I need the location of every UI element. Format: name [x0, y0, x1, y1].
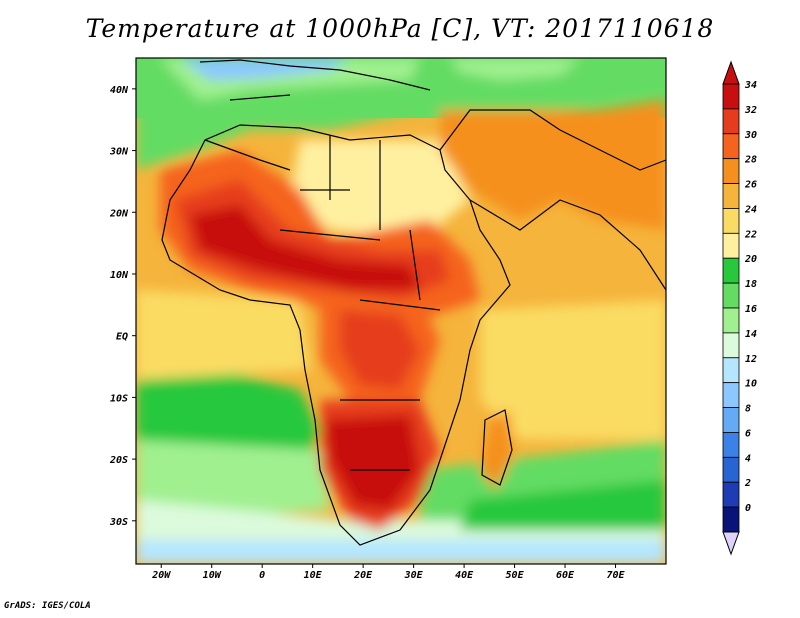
colorbar-swatch: [722, 332, 740, 359]
colorbar-label: 26: [744, 180, 757, 191]
colorbar-label: 20: [744, 254, 757, 265]
colorbar-swatch: [722, 506, 740, 533]
lon-tick-label: 10E: [304, 570, 323, 581]
longitude-axis: 20W 10W 0 10E 20E 30E 40E 50E 60E 70E: [151, 564, 626, 581]
lon-tick-label: 0: [259, 570, 265, 581]
lat-tick-label: 30S: [109, 517, 128, 528]
lat-tick-label: 20S: [109, 455, 128, 466]
colorbar-label: 12: [745, 354, 757, 365]
lat-tick-label: 40N: [110, 85, 129, 96]
lon-tick-label: 70E: [606, 570, 625, 581]
colorbar-label: 8: [745, 404, 751, 415]
colorbar-swatch: [722, 307, 740, 334]
colorbar-swatch: [722, 83, 740, 110]
colorbar-label: 28: [744, 155, 757, 166]
colorbar-label: 14: [745, 329, 757, 340]
colorbar-top-arrow: [722, 60, 740, 85]
lat-tick-label: 30N: [109, 147, 129, 158]
temperature-field: [136, 58, 666, 564]
colorbar-label: 32: [744, 105, 757, 116]
lat-tick-label: 10N: [110, 270, 129, 281]
grads-credit: GrADS: IGES/COLA: [4, 601, 91, 611]
colorbar-swatch: [722, 108, 740, 135]
latitude-axis: 40N 30N 20N 10N EQ 10S 20S 30S: [109, 85, 136, 528]
plot-frame: [135, 57, 667, 565]
colorbar-label: 2: [744, 478, 751, 489]
coastlines: [161, 59, 666, 546]
colorbar-swatch: [722, 133, 740, 160]
colorbar-label: 0: [745, 503, 751, 514]
lon-tick-label: 50E: [506, 570, 525, 581]
colorbar-label: 34: [744, 80, 757, 91]
colorbar-swatch: [722, 407, 740, 433]
colorbar-label: 22: [744, 229, 757, 240]
colorbar-label: 18: [745, 279, 757, 290]
lon-tick-label: 40E: [455, 570, 474, 581]
map-title: Temperature at 1000hPa [C], VT: 20171106…: [85, 14, 715, 43]
colorbar-label: 16: [745, 304, 757, 315]
lon-tick-label: 10W: [203, 570, 222, 581]
colorbar-label: 30: [744, 130, 757, 141]
colorbar-swatch: [722, 456, 740, 483]
colorbar-label: 4: [745, 453, 751, 464]
lon-tick-label: 20E: [353, 570, 373, 581]
colorbar-label: 24: [744, 204, 757, 215]
colorbar-swatch: [722, 183, 740, 209]
colorbar-swatch: [722, 158, 740, 184]
colorbar-label: 6: [745, 428, 751, 439]
lon-tick-label: 20W: [151, 570, 171, 581]
colorbar-swatch: [722, 432, 740, 458]
colorbar-swatch: [722, 382, 740, 408]
colorbar-swatch: [722, 232, 740, 259]
colorbar-label: 10: [745, 379, 757, 390]
colorbar-bottom-arrow: [722, 531, 740, 556]
lat-tick-label: 20N: [109, 208, 129, 219]
lat-tick-label: 10S: [110, 393, 128, 404]
colorbar-swatch: [722, 357, 740, 384]
colorbar-swatch: [722, 208, 740, 234]
colorbar-swatch: [722, 257, 740, 284]
colorbar-swatch: [722, 481, 740, 508]
lon-tick-label: 60E: [556, 570, 575, 581]
lon-tick-label: 30E: [404, 570, 424, 581]
lat-tick-label: EQ: [116, 332, 128, 343]
colorbar-swatch: [722, 282, 740, 309]
